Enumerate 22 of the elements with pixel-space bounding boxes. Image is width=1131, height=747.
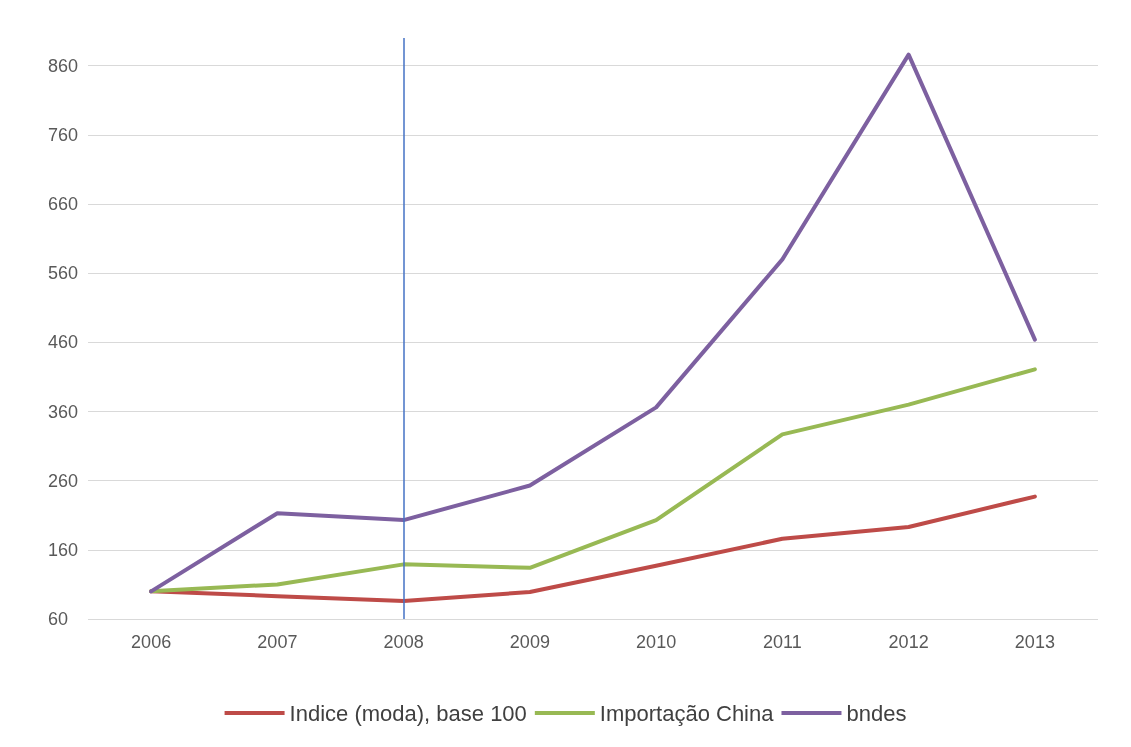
x-tick-label: 2009 <box>509 632 550 652</box>
legend-label: Importação China <box>599 700 775 726</box>
legend-label: Indice (moda), base 100 <box>289 700 527 726</box>
y-tick-label: 60 <box>48 609 69 629</box>
y-tick-label: 460 <box>48 332 79 353</box>
x-tick-label: 2006 <box>131 632 172 652</box>
legend-label: bndes <box>846 700 907 726</box>
x-tick-label: 2012 <box>888 632 929 652</box>
y-tick-label: 660 <box>48 194 79 214</box>
x-tick-label: 2008 <box>383 632 424 652</box>
y-tick-label: 860 <box>48 55 79 76</box>
y-tick-label: 360 <box>48 401 79 422</box>
y-tick-label: 760 <box>48 124 79 145</box>
x-tick-label: 2011 <box>763 632 802 652</box>
x-tick-label: 2007 <box>257 632 298 652</box>
x-tick-label: 2013 <box>1014 632 1055 652</box>
line-series <box>149 52 1037 594</box>
line-series <box>149 494 1037 604</box>
y-tick-label: 160 <box>48 539 79 560</box>
y-tick-label: 260 <box>48 470 79 491</box>
x-tick-label: 2010 <box>636 632 677 652</box>
y-tick-label: 560 <box>48 263 79 284</box>
